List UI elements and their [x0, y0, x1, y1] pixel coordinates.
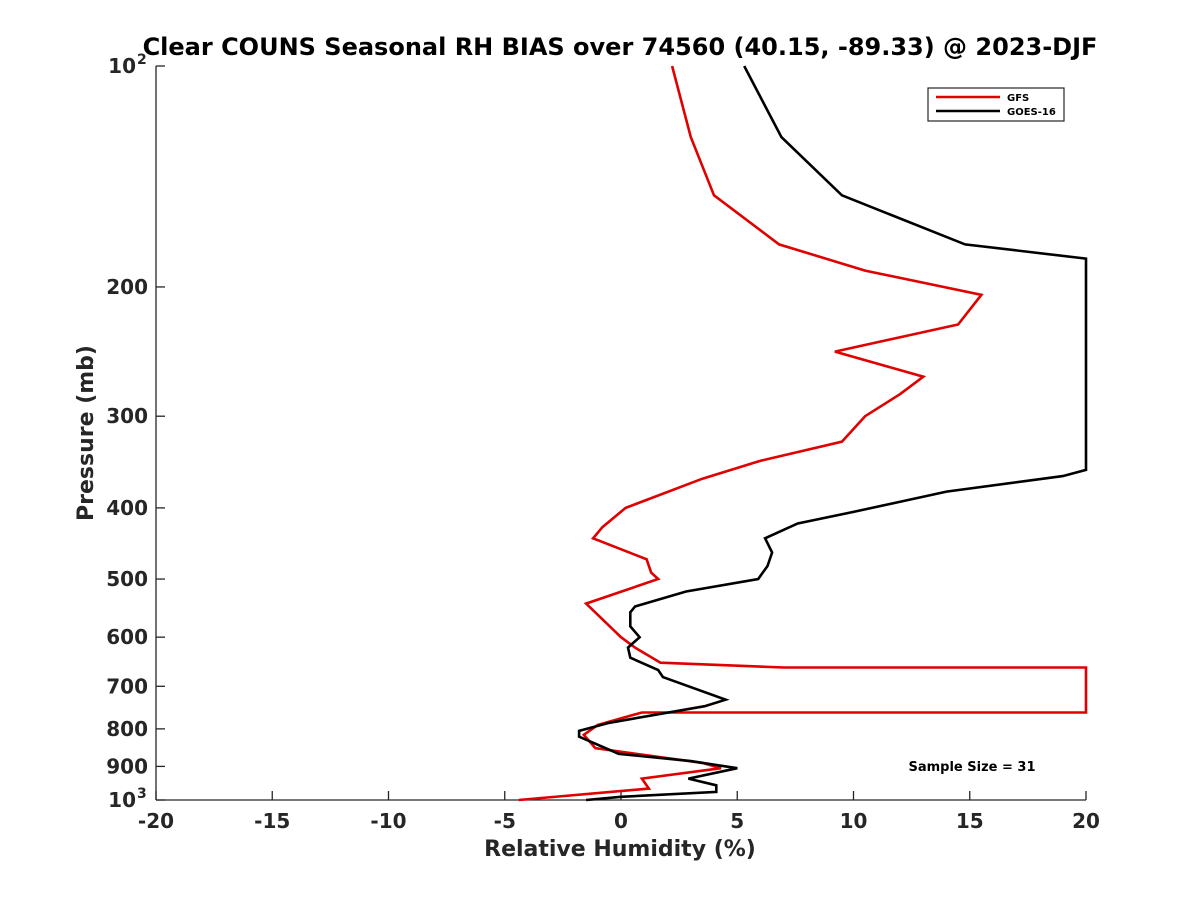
- x-tick-label: 0: [614, 809, 628, 833]
- legend-label: GFS: [1007, 93, 1029, 104]
- legend-box: [927, 87, 1065, 122]
- y-tick-label: 10: [108, 788, 136, 812]
- x-axis-label: Relative Humidity (%): [484, 837, 756, 862]
- x-tick-label: -5: [494, 809, 516, 833]
- y-tick-label: 400: [106, 496, 148, 520]
- y-tick-exponent: 3: [137, 786, 147, 802]
- x-tick-label: -10: [370, 809, 406, 833]
- y-axis-label: Pressure (mb): [74, 345, 99, 521]
- x-tick-label: -15: [254, 809, 290, 833]
- sample-size-annotation: Sample Size = 31: [908, 760, 1035, 775]
- plot-background: [156, 66, 1086, 800]
- x-tick-label: 5: [730, 809, 744, 833]
- y-tick-label: 300: [106, 404, 148, 428]
- plot-area: [155, 66, 1086, 801]
- y-tick-label: 10: [108, 54, 136, 78]
- y-tick-label: 500: [106, 567, 148, 591]
- y-tick-label: 900: [106, 754, 148, 778]
- y-tick-label: 800: [106, 717, 148, 741]
- legend-label: GOES-16: [1007, 107, 1056, 118]
- y-tick-label: 600: [106, 625, 148, 649]
- x-tick-label: 20: [1072, 809, 1100, 833]
- y-tick-label: 200: [106, 275, 148, 299]
- y-tick-exponent: 2: [137, 52, 147, 68]
- legend: GFS GOES-16: [927, 87, 1065, 122]
- x-tick-label: -20: [138, 809, 174, 833]
- x-tick-label: 10: [840, 809, 868, 833]
- y-tick-label: 700: [106, 674, 148, 698]
- series-line-gfs: [518, 65, 1088, 802]
- series-line-goes-16: [577, 65, 1088, 802]
- chart-title: Clear COUNS Seasonal RH BIAS over 74560 …: [143, 33, 1098, 61]
- x-tick-label: 15: [956, 809, 984, 833]
- series-layer: [518, 65, 1088, 802]
